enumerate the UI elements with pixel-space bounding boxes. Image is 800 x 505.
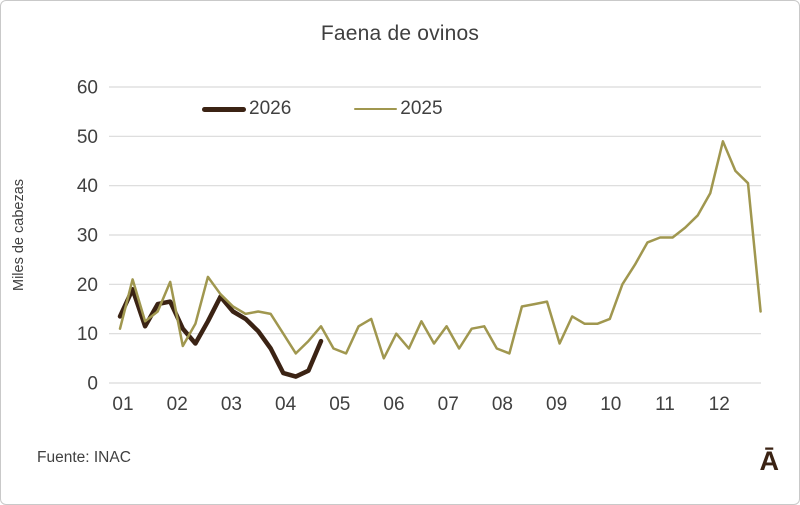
y-tick-label: 40 <box>77 176 98 197</box>
series-2025-line <box>118 140 762 360</box>
legend-label-2025: 2025 <box>400 98 443 119</box>
x-tick-label: 08 <box>492 394 513 415</box>
legend-item-2025: 2025 <box>354 98 443 120</box>
y-tick-label: 0 <box>87 374 98 395</box>
y-tick-label: 10 <box>77 324 98 345</box>
x-tick-label: 11 <box>655 394 675 415</box>
legend-swatch-2025 <box>354 107 398 111</box>
legend: 2026 2025 <box>202 98 443 120</box>
x-tick-label: 04 <box>275 394 297 415</box>
watermark-logo: Ā <box>759 446 780 476</box>
x-tick-label: 09 <box>546 394 567 415</box>
legend-item-2026: 2026 <box>202 98 291 120</box>
y-tick-label: 30 <box>77 226 98 247</box>
series-2026-line <box>117 287 324 379</box>
chart-title: Faena de ovinos <box>320 22 480 45</box>
y-tick-label: 60 <box>77 78 98 99</box>
x-tick-label: 10 <box>600 394 621 415</box>
x-tick-label: 05 <box>329 394 350 415</box>
x-tick-label: 07 <box>438 394 459 415</box>
x-tick-label: 01 <box>112 394 133 415</box>
x-tick-label: 12 <box>709 394 730 415</box>
y-tick-label: 50 <box>77 127 98 148</box>
source-note: Fuente: INAC <box>37 449 131 466</box>
legend-label-2026: 2026 <box>249 98 292 119</box>
y-tick-label: 20 <box>77 275 98 296</box>
x-tick-label: 03 <box>221 394 242 415</box>
x-tick-label: 06 <box>383 394 404 415</box>
legend-swatch-2026 <box>202 106 246 112</box>
x-tick-label: 02 <box>167 394 188 415</box>
